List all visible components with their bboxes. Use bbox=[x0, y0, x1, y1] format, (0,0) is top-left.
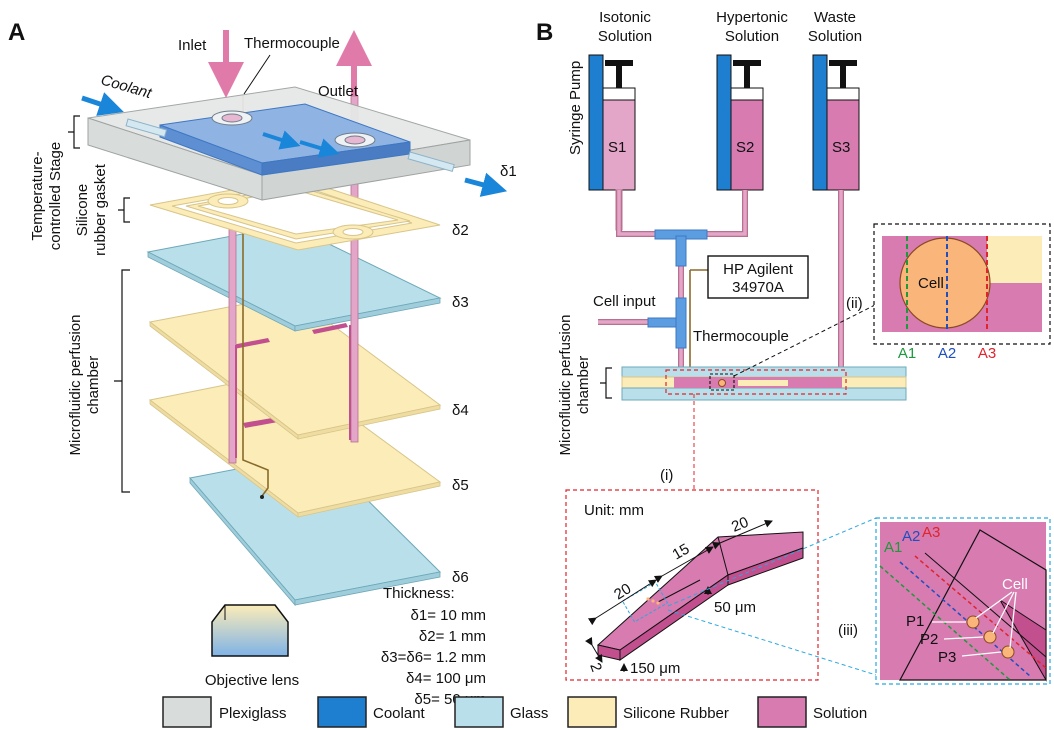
hypertonic-line2: Solution bbox=[725, 28, 779, 45]
waste-line1: Waste bbox=[814, 9, 856, 26]
cell-label-ii: Cell bbox=[918, 275, 944, 292]
legend-label-glass: Glass bbox=[510, 705, 548, 722]
legend-label-coolant: Coolant bbox=[373, 705, 426, 722]
syringe-pump-label: Syringe Pump bbox=[567, 61, 584, 155]
cell-input-label: Cell input bbox=[593, 293, 656, 310]
plane-a3-iii: A3 bbox=[922, 524, 940, 541]
objective-lens-icon bbox=[211, 604, 289, 657]
chamber-label-a-line1: Microfluidic perfusion bbox=[67, 315, 84, 456]
layer-d1-stage bbox=[87, 86, 471, 201]
legend-label-solution: Solution bbox=[813, 705, 867, 722]
legend-label-plexiglass: Plexiglass bbox=[219, 705, 287, 722]
coolant-out-arrow bbox=[464, 172, 508, 197]
plane-a2-iii: A2 bbox=[902, 528, 920, 545]
depth-150-label: 150 μm bbox=[630, 660, 680, 677]
legend-label-silicone: Silicone Rubber bbox=[623, 705, 729, 722]
layer-label-d2: δ2 bbox=[452, 222, 469, 239]
panel-b-label: B bbox=[536, 19, 553, 46]
thermocouple-b-label: Thermocouple bbox=[693, 328, 789, 345]
layer-label-d3: δ3 bbox=[452, 294, 469, 311]
inlet-label: Inlet bbox=[178, 37, 207, 54]
syringe-s1 bbox=[588, 54, 636, 231]
panel-a-label: A bbox=[8, 19, 25, 46]
outlet-label: Outlet bbox=[318, 83, 359, 100]
legend-swatch-silicone bbox=[567, 696, 617, 728]
flow-arrow-1 bbox=[262, 130, 301, 150]
layer-label-d5: δ5 bbox=[452, 477, 469, 494]
chamber-label-a-line2: chamber bbox=[85, 356, 102, 414]
layer-label-d4: δ4 bbox=[452, 402, 469, 419]
inset-iii-label: (iii) bbox=[838, 622, 858, 639]
stage-label-line1: Temperature- bbox=[29, 151, 46, 240]
plane-a1-ii: A1 bbox=[898, 345, 916, 362]
legend-swatch-glass bbox=[454, 696, 504, 728]
chamber-label-b-line1: Microfluidic perfusion bbox=[557, 315, 574, 456]
gasket-label-line2: rubber gasket bbox=[92, 163, 109, 256]
inset-i-label: (i) bbox=[660, 467, 673, 484]
thickness-d4: δ4= 100 μm bbox=[406, 670, 486, 687]
thickness-d1: δ1= 10 mm bbox=[411, 607, 486, 624]
isotonic-line2: Solution bbox=[598, 28, 652, 45]
point-p3: P3 bbox=[938, 649, 956, 666]
isotonic-line1: Isotonic bbox=[599, 9, 651, 26]
dim-20a: 20 bbox=[611, 580, 634, 603]
hp-line2: 34970A bbox=[732, 279, 784, 296]
flow-arrow-2 bbox=[299, 138, 340, 158]
thickness-d2: δ2= 1 mm bbox=[419, 628, 486, 645]
plane-a2-ii: A2 bbox=[938, 345, 956, 362]
layer-label-d6: δ6 bbox=[452, 569, 469, 586]
syringe-s2 bbox=[716, 54, 764, 191]
syringe-s2-label: S2 bbox=[736, 139, 754, 156]
legend: Plexiglass Coolant Glass Silicone Rubber… bbox=[162, 696, 867, 728]
syringe-s3 bbox=[812, 54, 860, 191]
hp-agilent-box bbox=[707, 255, 809, 299]
thermocouple-label: Thermocouple bbox=[244, 35, 340, 52]
dim-15: 15 bbox=[670, 540, 693, 563]
hp-line1: HP Agilent bbox=[723, 261, 794, 278]
point-p2: P2 bbox=[920, 631, 938, 648]
thickness-title: Thickness: bbox=[383, 585, 455, 602]
layer-label-d1: δ1 bbox=[500, 163, 517, 180]
point-p1: P1 bbox=[906, 613, 924, 630]
inset-iii bbox=[875, 517, 1051, 685]
chamber-side-view bbox=[621, 366, 907, 401]
coolant-in-arrow bbox=[81, 92, 124, 116]
objective-lens-label: Objective lens bbox=[205, 672, 299, 689]
syringe-s3-label: S3 bbox=[832, 139, 850, 156]
depth-50-label: 50 μm bbox=[714, 599, 756, 616]
gasket-label-line1: Silicone bbox=[74, 184, 91, 237]
inset-ii-label: (ii) bbox=[846, 295, 863, 312]
unit-label: Unit: mm bbox=[584, 502, 644, 519]
cell-label-iii: Cell bbox=[1002, 576, 1028, 593]
plane-a3-ii: A3 bbox=[978, 345, 996, 362]
chamber-label-b-line2: chamber bbox=[575, 356, 592, 414]
coolant-label: Coolant bbox=[99, 72, 154, 103]
syringe-s1-label: S1 bbox=[608, 139, 626, 156]
waste-line2: Solution bbox=[808, 28, 862, 45]
stage-label-line2: controlled Stage bbox=[47, 142, 64, 250]
dim-20b: 20 bbox=[729, 514, 751, 536]
hypertonic-line1: Hypertonic bbox=[716, 9, 788, 26]
legend-swatch-plexiglass bbox=[162, 696, 212, 728]
inset-ii bbox=[873, 223, 1051, 345]
legend-swatch-coolant bbox=[317, 696, 367, 728]
plane-a1-iii: A1 bbox=[884, 539, 902, 556]
thickness-d3-d6: δ3=δ6= 1.2 mm bbox=[381, 649, 486, 666]
legend-swatch-solution bbox=[757, 696, 807, 728]
